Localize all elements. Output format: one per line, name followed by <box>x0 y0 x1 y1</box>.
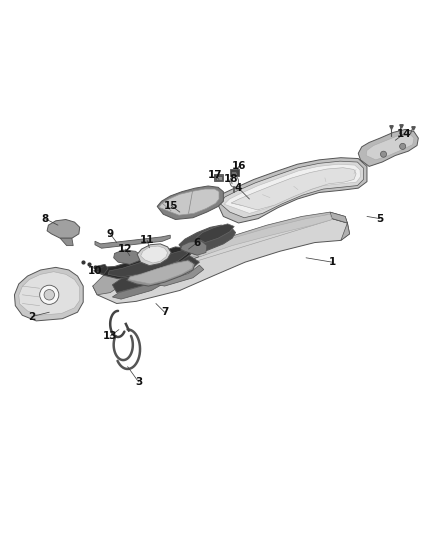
Text: 6: 6 <box>194 238 201 247</box>
Text: 5: 5 <box>376 214 384 224</box>
Polygon shape <box>95 264 108 274</box>
Polygon shape <box>104 212 347 282</box>
Text: 11: 11 <box>140 236 155 245</box>
Bar <box>214 174 223 181</box>
Text: 16: 16 <box>231 161 246 172</box>
Polygon shape <box>141 246 168 263</box>
Polygon shape <box>154 265 204 286</box>
Text: 9: 9 <box>106 229 114 239</box>
Polygon shape <box>366 134 414 160</box>
Circle shape <box>399 143 406 149</box>
Polygon shape <box>196 224 234 243</box>
Polygon shape <box>217 158 367 223</box>
Polygon shape <box>137 244 171 265</box>
Polygon shape <box>159 189 219 215</box>
Text: 12: 12 <box>118 244 133 254</box>
Polygon shape <box>231 168 356 210</box>
Polygon shape <box>93 219 350 303</box>
Polygon shape <box>114 250 141 264</box>
Polygon shape <box>157 186 223 220</box>
Text: 14: 14 <box>397 129 411 139</box>
Polygon shape <box>95 235 170 248</box>
Text: 4: 4 <box>235 183 242 193</box>
Polygon shape <box>113 279 165 299</box>
Polygon shape <box>197 214 332 257</box>
Text: 13: 13 <box>103 331 117 341</box>
Text: 1: 1 <box>328 257 336 267</box>
Circle shape <box>381 151 387 157</box>
Text: 7: 7 <box>161 307 168 317</box>
Polygon shape <box>154 256 199 280</box>
Polygon shape <box>19 272 80 315</box>
Polygon shape <box>14 268 83 321</box>
Polygon shape <box>47 220 80 238</box>
Polygon shape <box>128 261 193 284</box>
Text: 2: 2 <box>28 312 35 321</box>
Text: 18: 18 <box>224 174 238 184</box>
Polygon shape <box>224 164 360 213</box>
Polygon shape <box>220 161 364 218</box>
Bar <box>230 169 239 176</box>
Polygon shape <box>127 260 195 286</box>
Polygon shape <box>60 238 73 246</box>
Bar <box>215 175 222 180</box>
Polygon shape <box>94 247 191 279</box>
Circle shape <box>44 289 54 300</box>
Polygon shape <box>358 130 418 166</box>
Text: 10: 10 <box>88 266 102 276</box>
Text: 3: 3 <box>135 377 142 387</box>
Polygon shape <box>179 225 236 254</box>
Bar <box>231 171 237 175</box>
Text: 8: 8 <box>41 214 49 224</box>
Circle shape <box>40 285 59 304</box>
Text: 17: 17 <box>207 170 222 180</box>
Polygon shape <box>108 250 187 277</box>
Polygon shape <box>181 241 207 255</box>
Text: 15: 15 <box>164 200 178 211</box>
Polygon shape <box>93 275 132 295</box>
Polygon shape <box>330 212 350 240</box>
Polygon shape <box>230 176 239 187</box>
Polygon shape <box>113 269 162 293</box>
